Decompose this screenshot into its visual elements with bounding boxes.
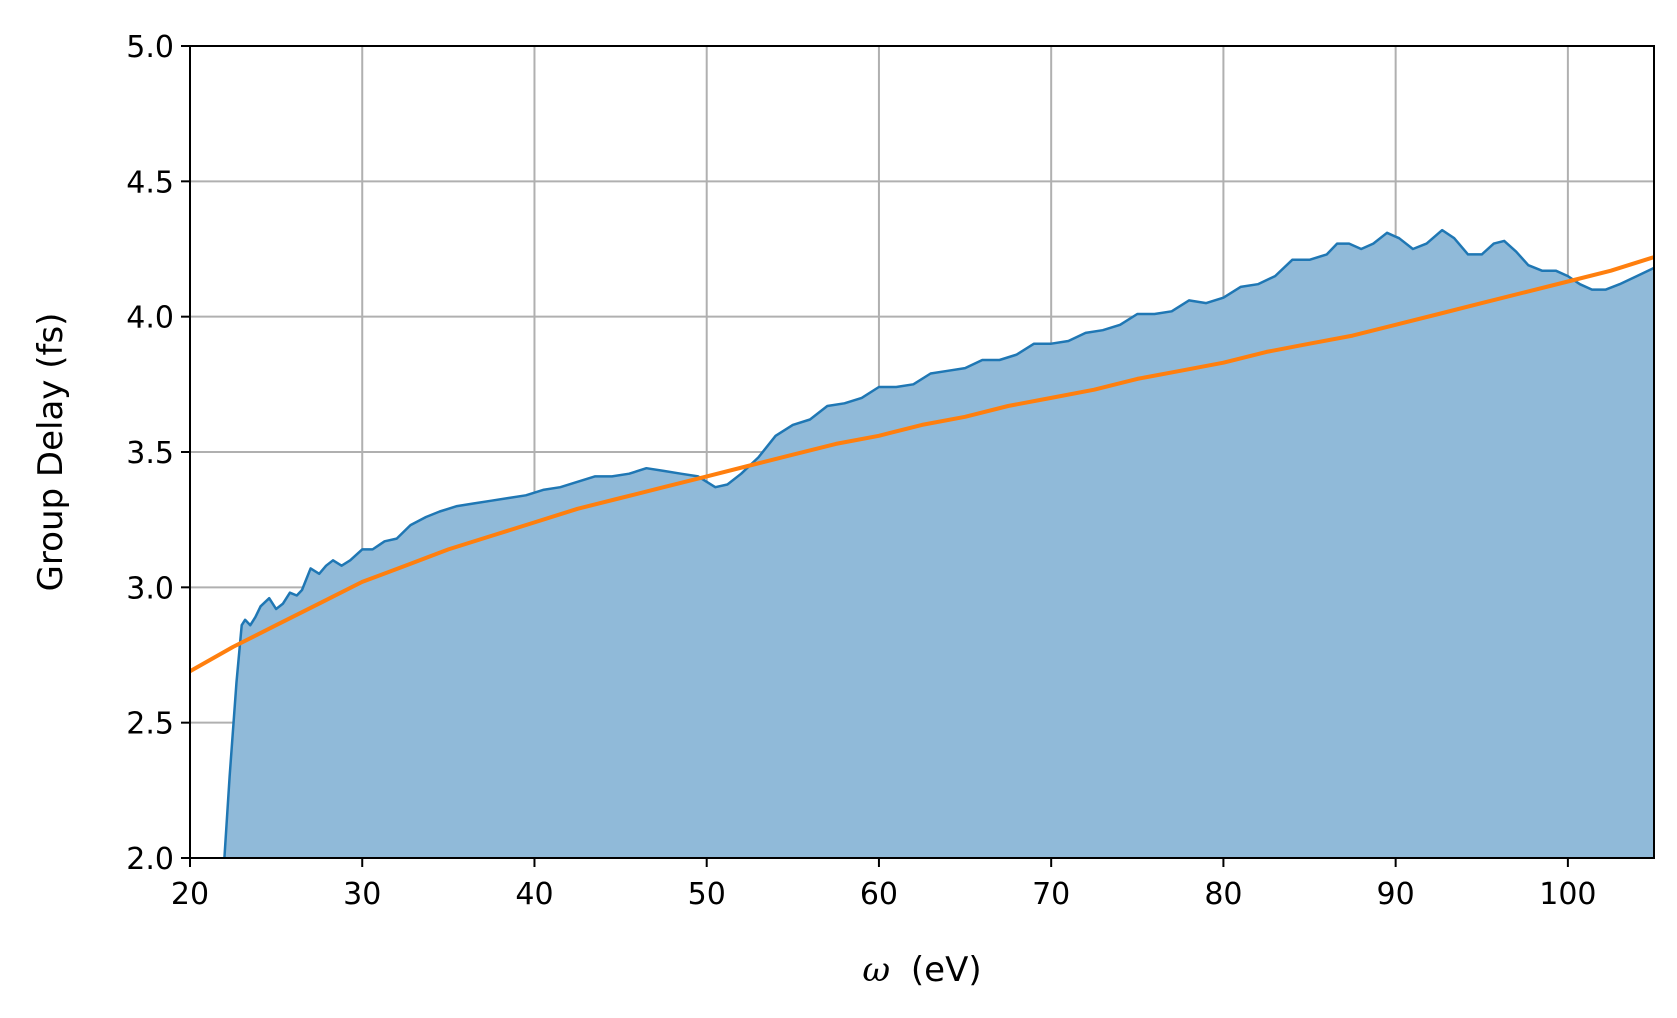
y-tick-label: 4.5 — [126, 165, 174, 200]
fit-line — [189, 255, 1655, 673]
y-tick-label: 4.0 — [126, 301, 174, 336]
x-axis-label: ω (eV) — [862, 950, 981, 990]
plot-area — [189, 228, 1655, 859]
x-tick-label: 30 — [343, 877, 381, 912]
y-tick-label: 3.5 — [126, 436, 174, 471]
x-tick-label: 20 — [171, 877, 209, 912]
group-delay-line — [223, 228, 1655, 859]
x-tick-label: 70 — [1032, 877, 1070, 912]
x-tick-label: 100 — [1539, 877, 1596, 912]
x-tick-label: 80 — [1204, 877, 1242, 912]
y-axis-label: Group Delay (fs) — [31, 313, 71, 592]
x-tick-label: 50 — [688, 877, 726, 912]
x-tick-label: 60 — [860, 877, 898, 912]
group-delay-area — [224, 230, 1654, 859]
y-axis-ticks: 2.0 2.5 3.0 3.5 4.0 4.5 5.0 — [126, 30, 190, 877]
y-tick-label: 2.0 — [126, 842, 174, 877]
x-tick-label: 40 — [515, 877, 553, 912]
x-axis-ticks: 20 30 40 50 60 70 80 90 100 — [171, 858, 1597, 912]
x-axis-label-unit: (eV) — [911, 950, 982, 990]
x-axis-label-symbol: ω — [862, 950, 890, 990]
y-tick-label: 3.0 — [126, 571, 174, 606]
x-tick-label: 90 — [1377, 877, 1415, 912]
y-tick-label: 2.5 — [126, 707, 174, 742]
y-tick-label: 5.0 — [126, 30, 174, 65]
